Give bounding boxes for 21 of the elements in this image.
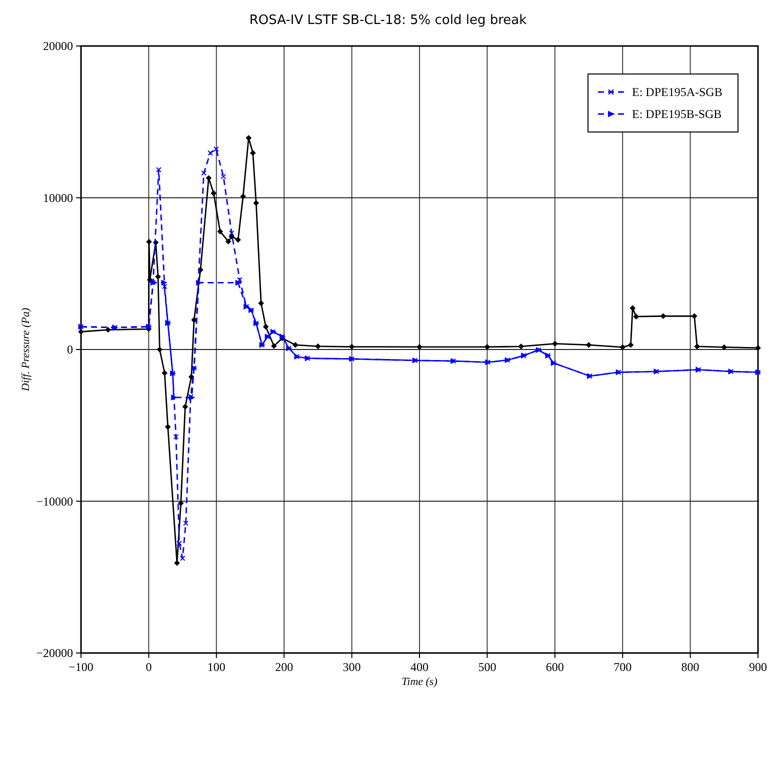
x-tick-label: 100 (207, 660, 226, 674)
y-tick-label: −10000 (36, 494, 73, 508)
legend-label: E: DPE195B-SGB (632, 107, 722, 121)
x-tick-label: 500 (478, 660, 496, 674)
x-tick-label: 600 (546, 660, 564, 674)
x-tick-label: 0 (146, 660, 152, 674)
x-tick-label: 300 (342, 660, 361, 674)
x-tick-label: 900 (749, 660, 767, 674)
y-axis-title: Diff. Pressure (Pa) (20, 308, 32, 392)
x-tick-label: −100 (68, 660, 94, 674)
x-tick-label: 800 (681, 660, 700, 674)
legend-label: E: DPE195A-SGB (632, 85, 722, 99)
x-tick-label: 700 (614, 660, 632, 674)
x-axis-title: Time (s) (402, 676, 438, 688)
chart-title: ROSA-IV LSTF SB-CL-18: 5% cold leg break (249, 13, 528, 28)
x-tick-label: 400 (410, 660, 428, 674)
x-tick-label: 200 (275, 660, 294, 674)
y-tick-label: 0 (67, 342, 73, 356)
y-tick-label: 20000 (43, 39, 73, 53)
y-tick-label: −20000 (36, 646, 73, 660)
y-tick-label: 10000 (43, 190, 73, 205)
